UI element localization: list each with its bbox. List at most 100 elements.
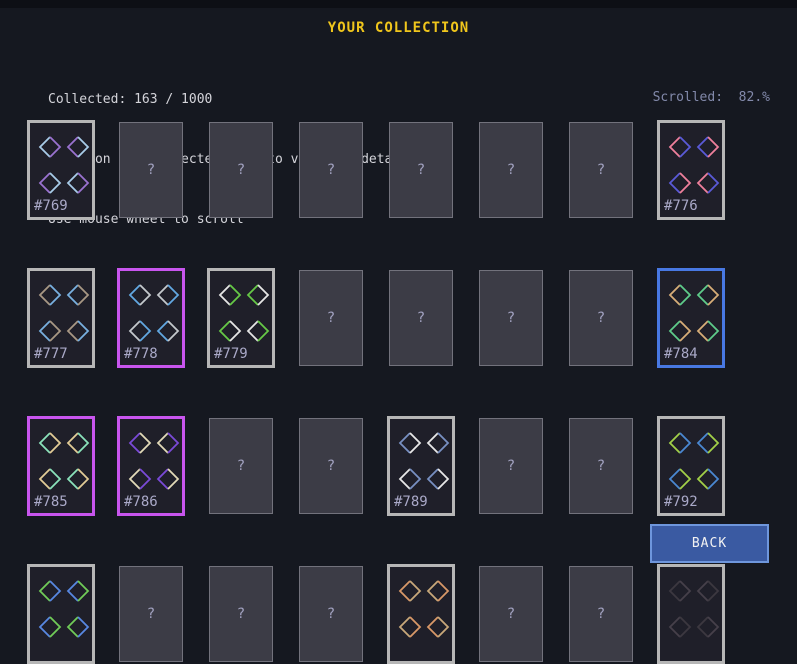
diamond-icon bbox=[66, 136, 90, 158]
diamond-icon bbox=[38, 432, 62, 454]
unknown-card: ? bbox=[209, 418, 273, 514]
card-number: #784 bbox=[664, 346, 698, 362]
diamond-icon bbox=[128, 284, 152, 306]
unknown-card: ? bbox=[479, 566, 543, 662]
question-mark: ? bbox=[596, 458, 606, 474]
diamond-icon bbox=[38, 172, 62, 194]
collection-card[interactable]: #785 bbox=[27, 416, 95, 516]
collection-card[interactable]: #776 bbox=[657, 120, 725, 220]
collection-card[interactable]: #769 bbox=[27, 120, 95, 220]
page-title: YOUR COLLECTION bbox=[327, 20, 470, 36]
diamond-icon bbox=[128, 468, 152, 490]
card-art bbox=[38, 431, 90, 491]
question-mark: ? bbox=[236, 606, 246, 622]
diamond-icon bbox=[66, 284, 90, 306]
unknown-card: ? bbox=[299, 270, 363, 366]
question-mark: ? bbox=[326, 458, 336, 474]
question-mark: ? bbox=[326, 606, 336, 622]
diamond-icon bbox=[66, 432, 90, 454]
collection-card[interactable]: #792 bbox=[657, 416, 725, 516]
diamond-icon bbox=[66, 468, 90, 490]
card-art bbox=[668, 135, 720, 195]
back-button[interactable]: BACK bbox=[650, 524, 769, 563]
question-mark: ? bbox=[596, 606, 606, 622]
collection-card[interactable] bbox=[387, 564, 455, 664]
diamond-icon bbox=[38, 616, 62, 638]
collection-card[interactable]: #778 bbox=[117, 268, 185, 368]
card-art bbox=[128, 283, 180, 343]
scroll-indicator: Scrolled: 82.% bbox=[652, 90, 770, 105]
unknown-card: ? bbox=[479, 418, 543, 514]
diamond-icon bbox=[66, 616, 90, 638]
diamond-icon bbox=[398, 432, 422, 454]
unknown-card: ? bbox=[119, 566, 183, 662]
unknown-card: ? bbox=[569, 418, 633, 514]
card-art bbox=[398, 431, 450, 491]
unknown-card: ? bbox=[479, 270, 543, 366]
diamond-icon bbox=[696, 136, 720, 158]
unknown-card: ? bbox=[119, 122, 183, 218]
diamond-icon bbox=[218, 320, 242, 342]
card-number: #785 bbox=[34, 494, 68, 510]
card-art bbox=[128, 431, 180, 491]
question-mark: ? bbox=[596, 310, 606, 326]
diamond-icon bbox=[668, 616, 692, 638]
diamond-icon bbox=[66, 320, 90, 342]
question-mark: ? bbox=[416, 310, 426, 326]
unknown-card: ? bbox=[389, 270, 453, 366]
diamond-icon bbox=[426, 432, 450, 454]
card-art bbox=[38, 135, 90, 195]
question-mark: ? bbox=[236, 162, 246, 178]
diamond-icon bbox=[696, 320, 720, 342]
window-top-edge bbox=[0, 0, 797, 8]
diamond-icon bbox=[38, 580, 62, 602]
unknown-card: ? bbox=[299, 566, 363, 662]
unknown-card: ? bbox=[209, 122, 273, 218]
question-mark: ? bbox=[506, 606, 516, 622]
diamond-icon bbox=[696, 580, 720, 602]
collection-card[interactable]: #784 bbox=[657, 268, 725, 368]
diamond-icon bbox=[696, 616, 720, 638]
question-mark: ? bbox=[596, 162, 606, 178]
diamond-icon bbox=[398, 468, 422, 490]
card-art bbox=[38, 579, 90, 639]
diamond-icon bbox=[156, 468, 180, 490]
diamond-icon bbox=[696, 284, 720, 306]
diamond-icon bbox=[156, 284, 180, 306]
diamond-icon bbox=[426, 580, 450, 602]
question-mark: ? bbox=[326, 310, 336, 326]
collection-card[interactable]: #779 bbox=[207, 268, 275, 368]
card-art bbox=[38, 283, 90, 343]
card-number: #779 bbox=[214, 346, 248, 362]
unknown-card: ? bbox=[209, 566, 273, 662]
collected-count: Collected: 163 / 1000 bbox=[48, 92, 213, 107]
diamond-icon bbox=[38, 284, 62, 306]
diamond-icon bbox=[398, 580, 422, 602]
diamond-icon bbox=[38, 320, 62, 342]
diamond-icon bbox=[156, 320, 180, 342]
card-art bbox=[668, 283, 720, 343]
diamond-icon bbox=[38, 136, 62, 158]
diamond-icon bbox=[668, 432, 692, 454]
collection-card[interactable] bbox=[657, 564, 725, 664]
collection-card[interactable]: #777 bbox=[27, 268, 95, 368]
diamond-icon bbox=[668, 284, 692, 306]
card-number: #789 bbox=[394, 494, 428, 510]
card-number: #792 bbox=[664, 494, 698, 510]
diamond-icon bbox=[426, 468, 450, 490]
question-mark: ? bbox=[146, 606, 156, 622]
diamond-icon bbox=[668, 468, 692, 490]
card-number: #777 bbox=[34, 346, 68, 362]
diamond-icon bbox=[696, 468, 720, 490]
card-art bbox=[668, 579, 720, 639]
collection-card[interactable]: #786 bbox=[117, 416, 185, 516]
unknown-card: ? bbox=[299, 122, 363, 218]
question-mark: ? bbox=[416, 162, 426, 178]
question-mark: ? bbox=[506, 458, 516, 474]
collection-card[interactable] bbox=[27, 564, 95, 664]
collection-card[interactable]: #789 bbox=[387, 416, 455, 516]
diamond-icon bbox=[426, 616, 450, 638]
diamond-icon bbox=[398, 616, 422, 638]
card-art bbox=[218, 283, 270, 343]
card-number: #778 bbox=[124, 346, 158, 362]
